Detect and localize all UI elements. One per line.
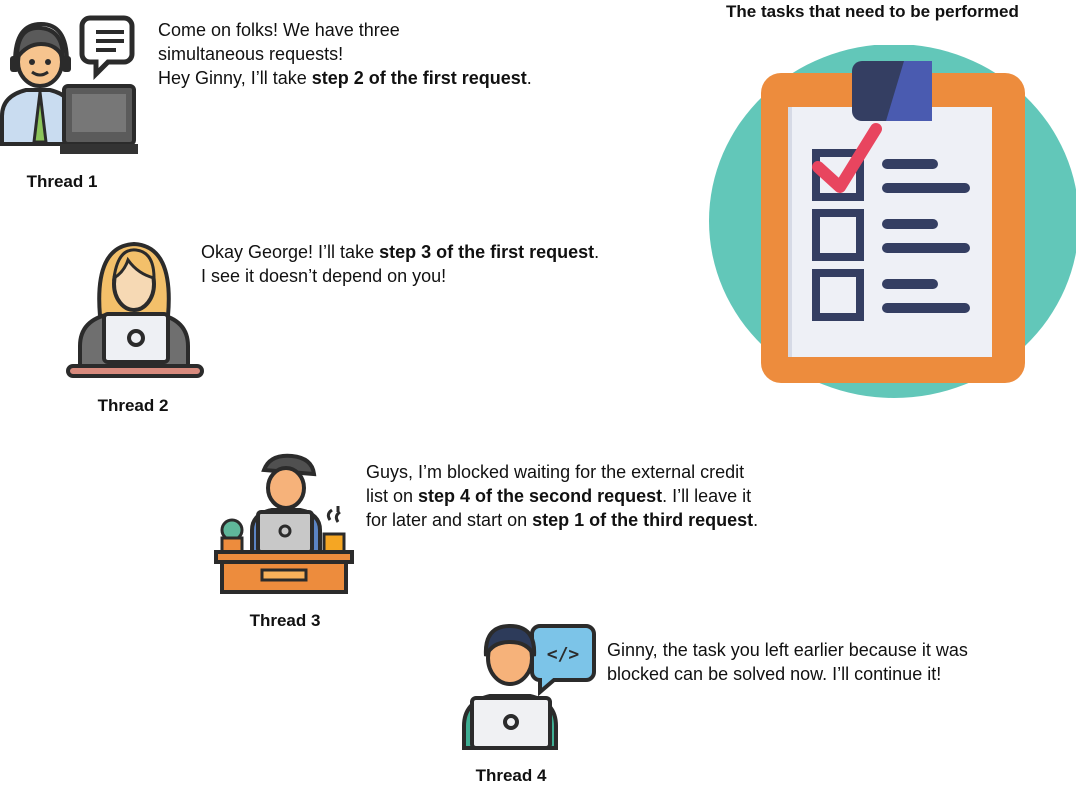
thread-3-speech-line: list on <box>366 486 419 506</box>
thread-2-speech-line: I see it doesn’t depend on you! <box>201 266 447 286</box>
thread-2-speech-line: Okay George! I’ll take <box>201 242 380 262</box>
thread-3-speech-line: . <box>753 510 759 530</box>
thread-1-label: Thread 1 <box>26 172 98 191</box>
thread-1-speech-line: simultaneous requests! <box>158 44 344 64</box>
developer-code-icon: </> <box>460 622 596 752</box>
thread-3-speech: Guys, I’m blocked waiting for the extern… <box>366 460 816 532</box>
thread-1-speech-line: Come on folks! We have three <box>158 20 400 40</box>
support-agent-icon <box>0 12 140 158</box>
thread-2-speech-emphasis: step 3 of the first request <box>379 242 595 262</box>
svg-text:</>: </> <box>547 644 580 665</box>
checklist-clipboard-icon <box>706 45 1076 400</box>
thread-3-speech-line: for later and start on <box>366 510 533 530</box>
thread-4-speech: Ginny, the task you left earlier because… <box>607 638 1047 686</box>
thread-3-speech-emphasis: step 4 of the second request <box>418 486 663 506</box>
thread-3-label: Thread 3 <box>249 611 321 630</box>
thread-1-speech-line: . <box>526 68 532 88</box>
thread-4-speech-line: Ginny, the task you left earlier because… <box>607 640 968 660</box>
thread-2-speech-line: . <box>594 242 600 262</box>
man-desk-icon <box>214 452 356 596</box>
thread-3-speech-line: . I’ll leave it <box>662 486 752 506</box>
thread-4-label: Thread 4 <box>475 766 547 785</box>
woman-laptop-icon <box>64 238 206 384</box>
thread-4-speech-line: blocked can be solved now. I’ll continue… <box>607 664 942 684</box>
diagram-title: The tasks that need to be performed <box>726 2 1019 21</box>
thread-1-speech: Come on folks! We have three simultaneou… <box>158 18 588 90</box>
thread-2-label: Thread 2 <box>97 396 169 415</box>
thread-3-speech-emphasis: step 1 of the third request <box>532 510 754 530</box>
thread-3-speech-line: Guys, I’m blocked waiting for the extern… <box>366 462 745 482</box>
thread-1-speech-line: Hey Ginny, I’ll take <box>158 68 312 88</box>
thread-1-speech-emphasis: step 2 of the first request <box>311 68 527 88</box>
thread-2-speech: Okay George! I’ll take step 3 of the fir… <box>201 240 651 288</box>
